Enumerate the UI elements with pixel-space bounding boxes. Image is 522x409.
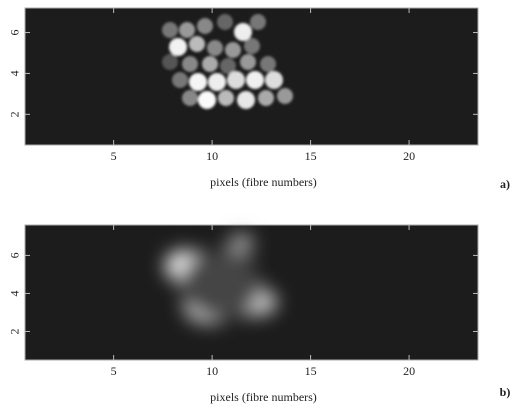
x-tick-label: 10 <box>206 149 218 163</box>
light-distribution <box>165 233 277 323</box>
y-tick-label: 4 <box>8 290 22 296</box>
fibre-spots <box>162 14 293 109</box>
y-tick-label: 2 <box>8 328 22 334</box>
x-tick-label: 15 <box>305 364 317 378</box>
x-tick-label: 20 <box>403 149 415 163</box>
panel-label: a) <box>500 177 510 191</box>
y-tick-label: 2 <box>8 111 22 117</box>
x-tick-label: 5 <box>111 149 117 163</box>
x-tick-label: 20 <box>403 364 415 378</box>
y-tick-label: 4 <box>8 70 22 76</box>
panel-label: b) <box>500 385 511 399</box>
x-tick-label: 5 <box>111 364 117 378</box>
plot-frame <box>24 7 479 146</box>
x-axis-label: pixels (fibre numbers) <box>210 390 317 404</box>
x-axis-label: pixels (fibre numbers) <box>210 175 317 189</box>
x-tick-label: 10 <box>206 364 218 378</box>
x-tick-label: 15 <box>305 149 317 163</box>
y-tick-label: 6 <box>8 252 22 258</box>
plot-frame <box>24 224 479 361</box>
y-tick-label: 6 <box>8 30 22 36</box>
